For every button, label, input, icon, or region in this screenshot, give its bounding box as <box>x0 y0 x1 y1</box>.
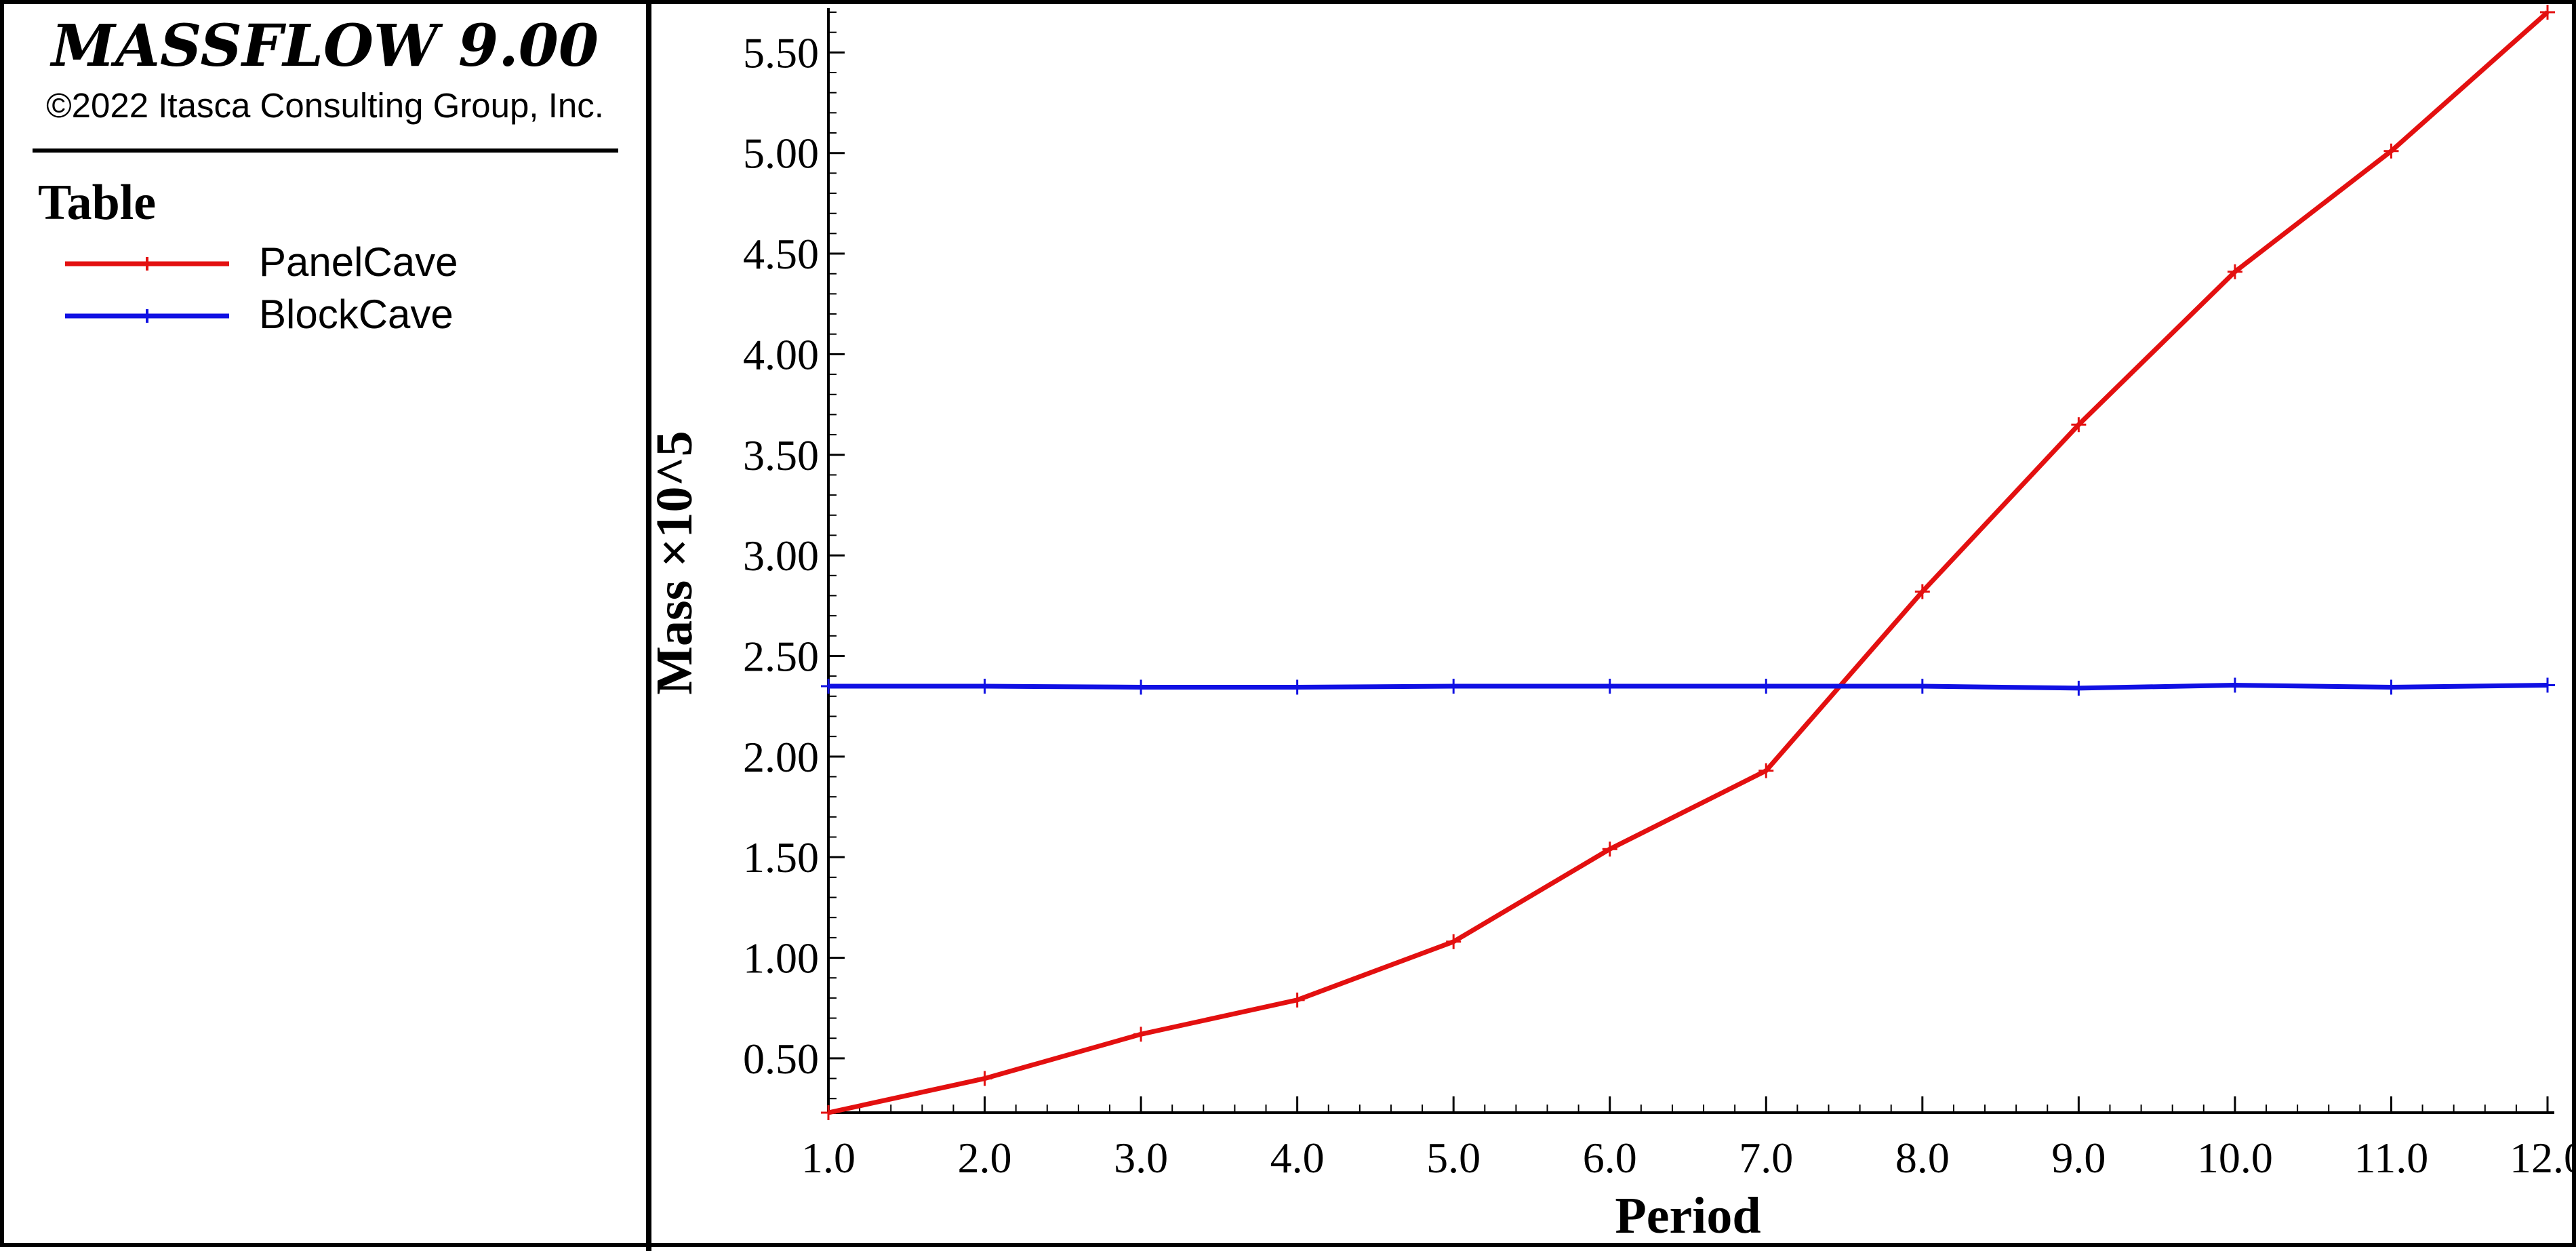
chart-axes: 0.50 1.00 1.50 2.00 2.50 3.00 3.50 4.00 4.50 5.00… <box>743 8 2576 1182</box>
y-tick-label: 3.00 <box>743 532 819 580</box>
legend-swatch-panelcave <box>65 257 229 271</box>
y-tick-label: 2.00 <box>743 733 819 781</box>
y-tick-label: 2.50 <box>743 632 819 680</box>
app-title: MASSFLOW 9.00 <box>51 12 599 80</box>
data-point-blockcave <box>1602 678 1617 694</box>
data-point-panelcave <box>1133 1027 1149 1042</box>
x-tick-label: 11.0 <box>2354 1134 2429 1182</box>
data-point-panelcave <box>1289 992 1305 1008</box>
chart-series <box>821 5 2555 1120</box>
x-tick-label: 3.0 <box>1114 1134 1168 1182</box>
y-axis-title: Mass ×10^5 <box>646 431 703 694</box>
x-tick-label: 9.0 <box>2051 1134 2106 1182</box>
x-axis-title: Period <box>1615 1187 1760 1244</box>
title-divider <box>33 148 618 153</box>
data-point-panelcave <box>977 1071 992 1086</box>
data-point-blockcave <box>2383 679 2399 695</box>
data-point-blockcave <box>2540 677 2555 693</box>
data-point-panelcave <box>2383 143 2399 159</box>
y-tick-label: 5.50 <box>743 28 819 77</box>
series-line-panelcave <box>828 10 2550 1115</box>
legend-swatch-blockcave <box>65 309 229 323</box>
y-tick-label: 4.00 <box>743 330 819 378</box>
data-point-blockcave <box>1289 679 1305 695</box>
x-tick-label: 5.0 <box>1426 1134 1481 1182</box>
data-point-blockcave <box>977 678 992 694</box>
panel-divider <box>646 4 651 1251</box>
x-tick-label: 2.0 <box>958 1134 1012 1182</box>
series-line-blockcave <box>828 683 2548 691</box>
x-tick-label: 12.0 <box>2510 1134 2576 1182</box>
legend-panel: MASSFLOW 9.00 ©2022 Itasca Consulting Gr… <box>4 4 646 1251</box>
data-point-panelcave <box>1758 763 1774 778</box>
data-point-panelcave <box>2227 264 2242 279</box>
legend-label-panelcave: PanelCave <box>259 239 458 285</box>
y-tick-label: 4.50 <box>743 230 819 278</box>
x-tick-label: 8.0 <box>1895 1134 1950 1182</box>
legend-item-blockcave: BlockCave <box>4 289 641 340</box>
legend-heading: Table <box>38 175 157 231</box>
data-point-panelcave <box>821 1105 836 1120</box>
x-tick-label: 6.0 <box>1583 1134 1637 1182</box>
data-point-panelcave <box>2540 5 2555 20</box>
x-tick-label: 4.0 <box>1270 1134 1325 1182</box>
data-point-blockcave <box>1133 679 1149 695</box>
y-tick-label: 1.50 <box>743 833 819 881</box>
x-tick-label: 1.0 <box>801 1134 856 1182</box>
legend-item-panelcave: PanelCave <box>4 237 641 288</box>
data-point-panelcave <box>1446 934 1462 949</box>
y-tick-label: 1.00 <box>743 934 819 982</box>
legend-label-blockcave: BlockCave <box>259 292 454 337</box>
data-point-blockcave <box>1758 678 1774 694</box>
copyright-notice: ©2022 Itasca Consulting Group, Inc. <box>46 86 604 125</box>
x-tick-label: 10.0 <box>2197 1134 2273 1182</box>
data-point-blockcave <box>2227 677 2242 693</box>
y-tick-label: 5.00 <box>743 130 819 178</box>
data-point-panelcave <box>1602 841 1617 857</box>
data-point-blockcave <box>2071 680 2087 696</box>
data-point-panelcave <box>1914 584 1930 599</box>
data-point-panelcave <box>2071 417 2087 433</box>
y-tick-label: 0.50 <box>743 1035 819 1083</box>
x-tick-label: 7.0 <box>1739 1134 1793 1182</box>
y-tick-label: 3.50 <box>743 431 819 479</box>
data-point-blockcave <box>1446 678 1462 694</box>
data-point-blockcave <box>1914 678 1930 694</box>
data-point-blockcave <box>821 678 836 694</box>
